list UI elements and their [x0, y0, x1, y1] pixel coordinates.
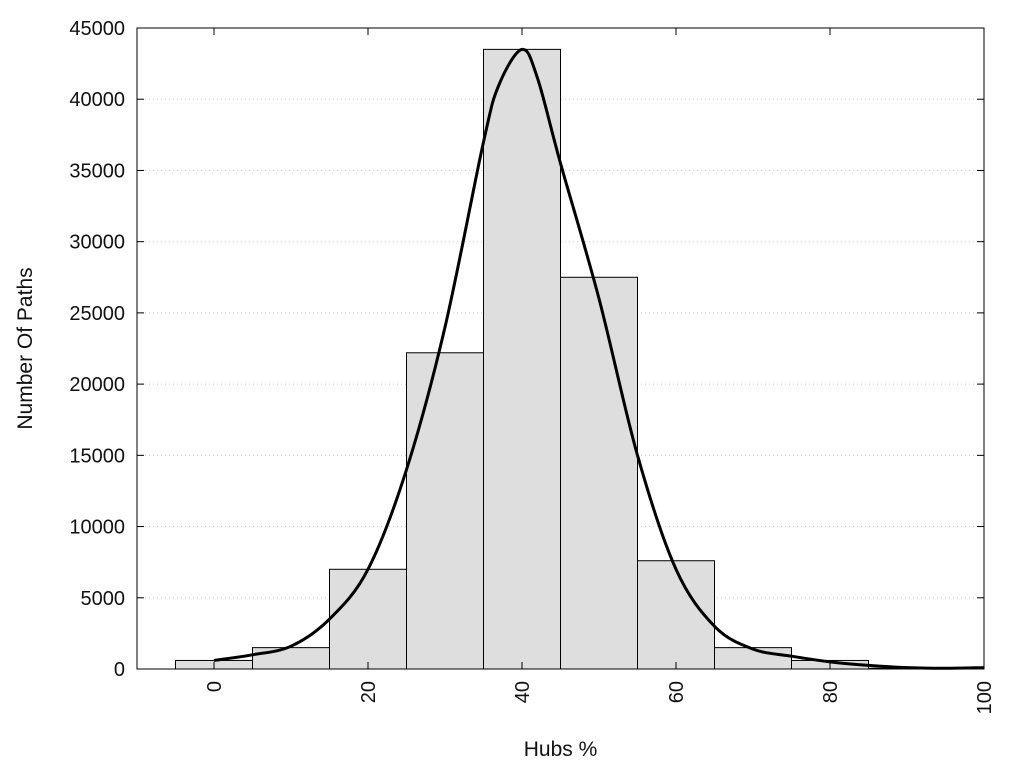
density-curve-layer — [213, 47, 985, 670]
x-tick-label-2: 40 — [512, 681, 534, 703]
histogram-bar-6 — [637, 560, 715, 670]
tick-labels: 0 5000 10000 15000 20000 25000 30000 35000 40000… — [69, 18, 996, 714]
histogram-bar-5 — [560, 276, 638, 670]
histogram-bar-4 — [483, 48, 561, 670]
x-tick-label-4: 80 — [820, 681, 842, 703]
y-axis-label: Number Of Paths — [14, 267, 37, 429]
y-tick-label-6: 30000 — [69, 232, 125, 254]
y-tick-label-4: 20000 — [69, 374, 125, 396]
x-axis-label: Hubs % — [524, 738, 598, 761]
y-tick-label-9: 45000 — [69, 18, 125, 40]
y-tick-label-1: 5000 — [81, 588, 126, 610]
y-tick-label-5: 25000 — [69, 303, 125, 325]
histogram-bar-3 — [406, 352, 484, 670]
histogram-bars — [175, 48, 985, 670]
x-tick-label-1: 20 — [358, 681, 380, 703]
x-tick-label-0: 0 — [204, 681, 226, 692]
x-tick-label-5: 100 — [974, 681, 996, 714]
density-curve — [213, 47, 985, 670]
x-tick-label-3: 60 — [666, 681, 688, 703]
y-tick-label-2: 10000 — [69, 517, 125, 539]
y-tick-label-8: 40000 — [69, 89, 125, 111]
axis-ticks — [137, 27, 985, 670]
y-tick-label-0: 0 — [114, 659, 125, 681]
histogram-bar-7 — [714, 647, 792, 670]
y-tick-label-7: 35000 — [69, 160, 125, 182]
histogram-bar-2 — [329, 568, 407, 670]
plot-frame — [136, 27, 985, 670]
y-tick-label-3: 15000 — [69, 445, 125, 467]
histogram-bar-1 — [252, 647, 330, 670]
